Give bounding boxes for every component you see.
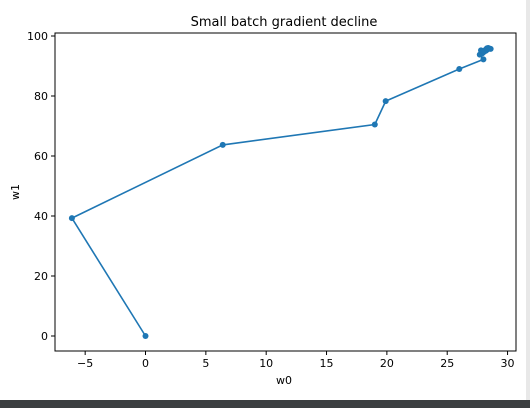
bottom-bar [0,400,530,408]
x-tick-label: 20 [380,357,394,370]
y-tick-label: 80 [34,90,48,103]
x-tick-label: 5 [202,357,209,370]
series-markers [68,45,494,339]
data-point [68,215,75,222]
x-tick-label: 15 [320,357,334,370]
y-tick-label: 0 [41,330,48,343]
data-point [456,66,463,72]
chart-title: Small batch gradient decline [191,15,378,30]
x-tick-label: 10 [259,357,273,370]
window-edge [526,0,530,400]
x-axis: −5 0 5 10 15 20 25 30 [77,351,515,370]
y-tick-label: 40 [34,210,48,223]
x-axis-label: w0 [276,374,292,387]
data-point [142,333,149,339]
data-point [480,56,487,63]
y-axis: 0 20 40 60 80 100 [27,30,55,343]
y-tick-label: 100 [27,30,48,43]
x-tick-label: 0 [142,357,149,370]
data-point [219,141,226,148]
x-tick-label: −5 [77,357,93,370]
y-tick-label: 60 [34,150,48,163]
y-tick-label: 20 [34,270,48,283]
plot-area [54,32,517,352]
x-tick-label: 30 [501,357,515,370]
data-point [371,121,378,128]
y-axis-label: w1 [9,184,22,200]
x-tick-label: 25 [440,357,454,370]
data-point [382,98,389,105]
data-point [484,45,491,52]
